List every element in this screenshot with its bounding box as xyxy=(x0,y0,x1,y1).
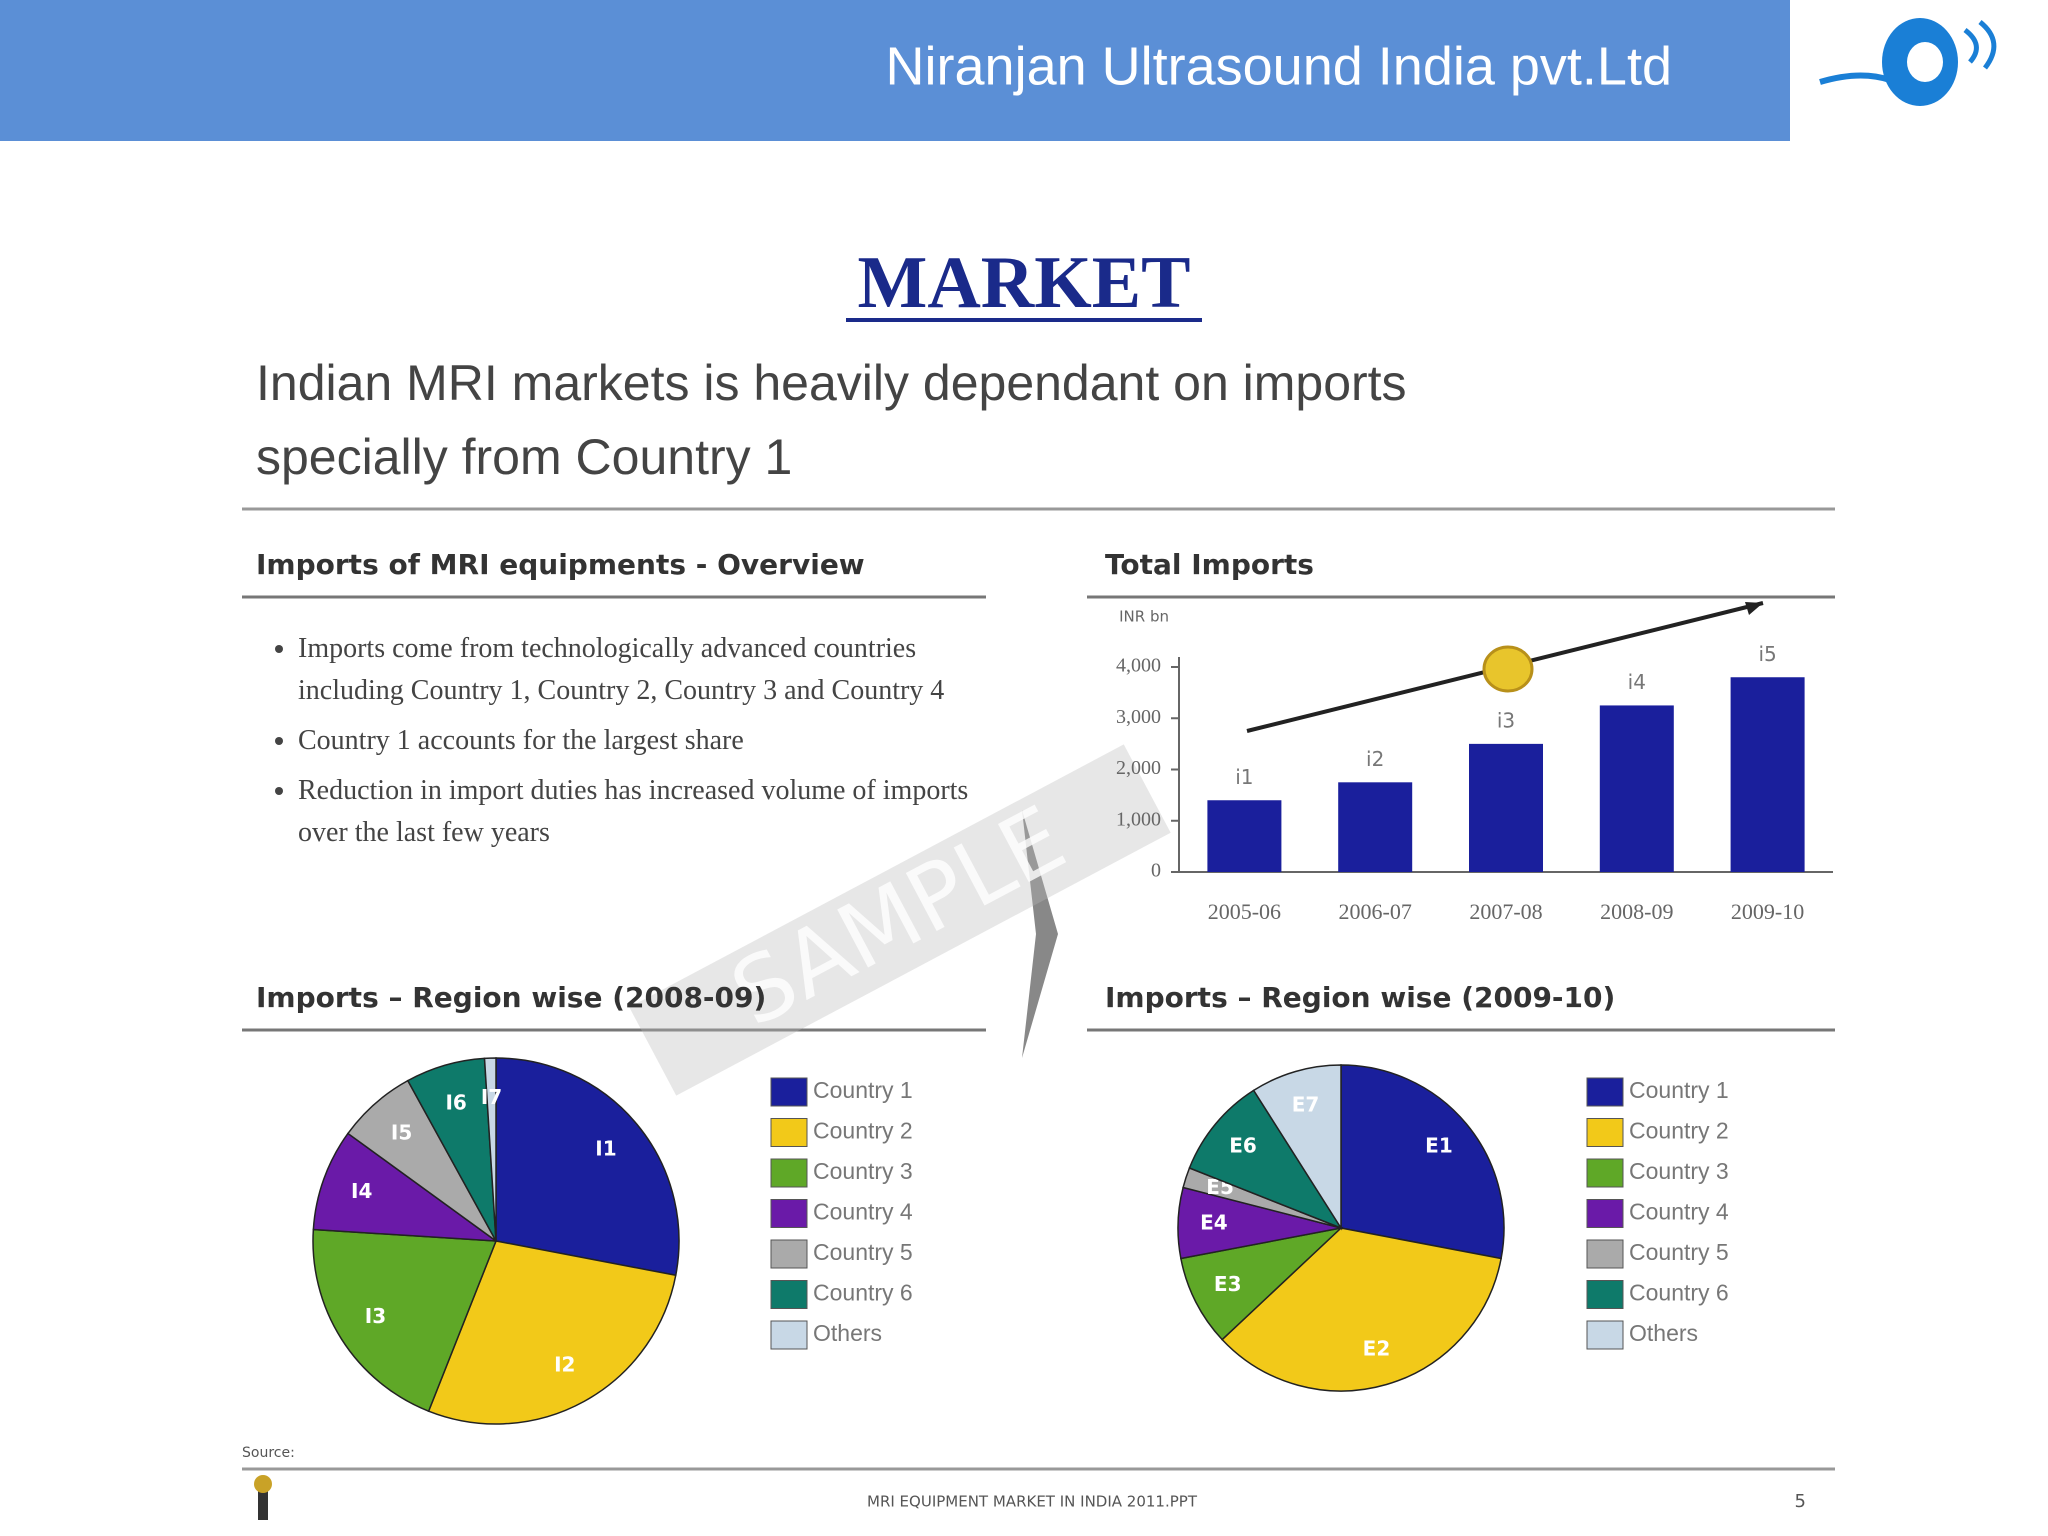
pie-slice xyxy=(1340,1064,1505,1260)
legend-swatch xyxy=(770,1158,808,1188)
legend-label: Country 3 xyxy=(813,1158,913,1184)
bar-label: i4 xyxy=(1628,670,1646,694)
legend-label: Country 1 xyxy=(813,1077,913,1103)
y-tick-label: 2,000 xyxy=(1116,757,1161,779)
headline: specially from Country 1 xyxy=(256,429,792,485)
logo xyxy=(1819,18,1997,106)
legend-swatch xyxy=(770,1199,808,1228)
bar-label: i2 xyxy=(1366,747,1384,771)
company-name: Niranjan Ultrasound India pvt.Ltd xyxy=(886,36,1672,96)
legend-swatch xyxy=(770,1239,808,1269)
legend-label: Country 4 xyxy=(1629,1199,1729,1225)
chart-title: Imports – Region wise (2008-09) xyxy=(256,981,766,1014)
slice-label: I3 xyxy=(365,1304,386,1328)
footer-icon xyxy=(254,1475,272,1520)
y-tick-label: 3,000 xyxy=(1116,706,1161,728)
legend-swatch xyxy=(1586,1199,1624,1228)
bullet: Imports come from technologically advanc… xyxy=(298,628,988,712)
y-axis-label: INR bn xyxy=(1119,608,1169,626)
legend-label: Others xyxy=(813,1320,882,1346)
slice-label: E3 xyxy=(1214,1272,1242,1296)
legend-swatch xyxy=(1586,1320,1624,1350)
x-tick-label: 2007-08 xyxy=(1469,899,1542,924)
slice-label: I5 xyxy=(391,1120,412,1144)
legend-swatch xyxy=(1586,1077,1624,1107)
x-tick-label: 2006-07 xyxy=(1339,899,1412,924)
bar xyxy=(1730,677,1805,872)
legend-label: Country 1 xyxy=(1629,1077,1729,1103)
slice-label: I1 xyxy=(595,1137,616,1161)
legend-swatch xyxy=(770,1320,808,1350)
bullet-list: Imports come from technologically advanc… xyxy=(258,628,988,862)
pie-slice xyxy=(483,1057,497,1242)
y-tick-label: 4,000 xyxy=(1116,655,1161,677)
bar-label: i5 xyxy=(1758,642,1776,666)
bullet: Country 1 accounts for the largest share xyxy=(298,720,988,762)
legend-swatch xyxy=(1586,1158,1624,1188)
slice-label: I4 xyxy=(351,1179,372,1203)
slice-label: E7 xyxy=(1292,1092,1320,1116)
legend-label: Country 6 xyxy=(1629,1280,1729,1306)
legend-swatch xyxy=(770,1118,808,1147)
x-tick-label: 2008-09 xyxy=(1600,899,1673,924)
legend-swatch xyxy=(770,1280,808,1309)
slice-label: I7 xyxy=(481,1085,502,1109)
bar-label: i1 xyxy=(1235,765,1253,789)
x-tick-label: 2005-06 xyxy=(1208,899,1281,924)
slice-label: E1 xyxy=(1425,1133,1453,1157)
pie-slice xyxy=(427,1240,677,1425)
pie-slice xyxy=(1252,1064,1342,1231)
slice-label: I2 xyxy=(554,1353,575,1377)
legend-swatch xyxy=(770,1077,808,1107)
legend-label: Others xyxy=(1629,1320,1698,1346)
legend-swatch xyxy=(1586,1239,1624,1269)
slice-label: E2 xyxy=(1363,1337,1391,1361)
x-tick-label: 2009-10 xyxy=(1731,899,1804,924)
headline: Indian MRI markets is heavily dependant … xyxy=(256,355,1407,411)
legend-label: Country 3 xyxy=(1629,1158,1729,1184)
pie-slice xyxy=(1221,1227,1502,1392)
legend-swatch xyxy=(1586,1118,1624,1147)
legend-label: Country 2 xyxy=(1629,1118,1729,1144)
legend-label: Country 5 xyxy=(1629,1239,1729,1265)
legend-label: Country 5 xyxy=(813,1239,913,1265)
legend-label: Country 2 xyxy=(813,1118,913,1144)
slide-title: MARKET xyxy=(858,242,1191,324)
bar xyxy=(1599,705,1674,872)
cagr-badge xyxy=(1482,645,1534,693)
legend-label: Country 6 xyxy=(813,1280,913,1306)
chart-title: Total Imports xyxy=(1105,548,1314,581)
legend-label: Country 4 xyxy=(813,1199,913,1225)
bar xyxy=(1338,782,1413,872)
slice-label: E4 xyxy=(1200,1211,1228,1235)
slice-label: I6 xyxy=(445,1090,466,1114)
pie-slice xyxy=(1188,1089,1343,1230)
bullet: Reduction in import duties has increased… xyxy=(298,770,988,854)
page-number: 5 xyxy=(1795,1491,1806,1512)
slice-label: E6 xyxy=(1229,1133,1257,1157)
section-heading: Imports of MRI equipments - Overview xyxy=(256,548,865,581)
bar-label: i3 xyxy=(1497,708,1515,732)
pie-slice xyxy=(312,1132,499,1242)
chart-title: Imports – Region wise (2009-10) xyxy=(1105,981,1615,1014)
y-tick-label: 0 xyxy=(1151,860,1161,882)
pie-slice xyxy=(312,1228,498,1413)
chevron xyxy=(1022,810,1058,1058)
pie-slice xyxy=(1180,1226,1344,1341)
source: Source: xyxy=(242,1445,295,1461)
arrow-head xyxy=(1745,602,1763,615)
header-bar xyxy=(0,0,1790,141)
bar xyxy=(1207,800,1282,872)
pie-slice xyxy=(495,1057,680,1277)
y-tick-label: 1,000 xyxy=(1116,808,1161,830)
bar xyxy=(1469,743,1543,872)
legend-swatch xyxy=(1586,1280,1624,1309)
footer-file: MRI EQUIPMENT MARKET IN INDIA 2011.PPT xyxy=(867,1493,1198,1511)
